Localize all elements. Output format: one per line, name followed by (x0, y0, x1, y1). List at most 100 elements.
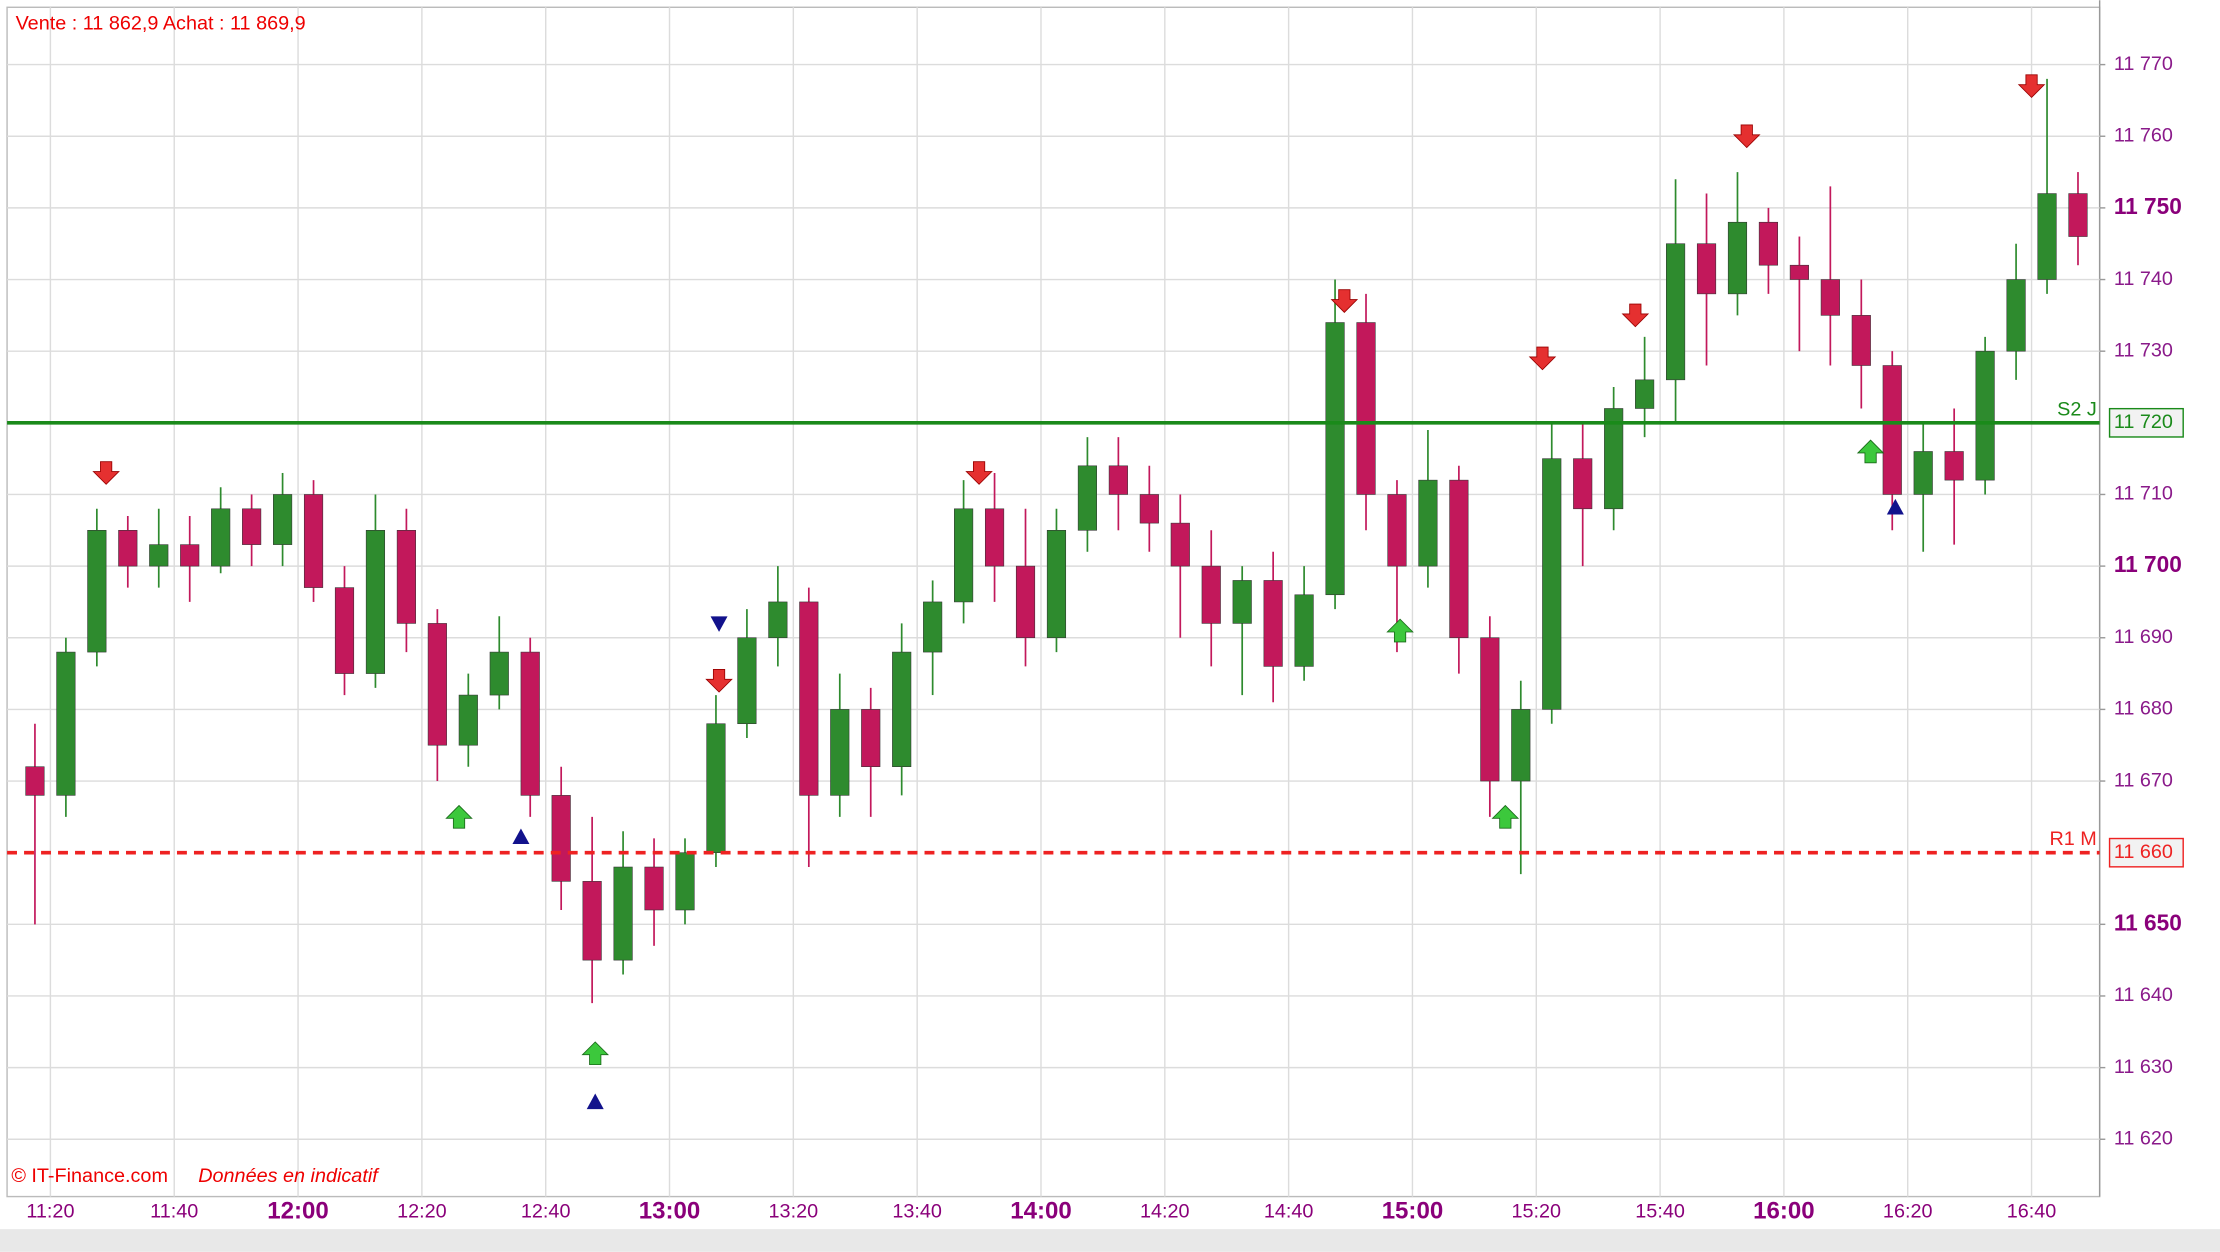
candle-body (180, 544, 200, 567)
candle-body (1077, 465, 1097, 531)
candle-body (1387, 494, 1407, 567)
candle-body (1882, 365, 1902, 495)
candle-body (1665, 243, 1686, 381)
candle-body (365, 530, 386, 674)
x-tick-label: 14:20 (1140, 1200, 1190, 1222)
candle-body (1913, 451, 1933, 495)
x-tick-label: 15:20 (1511, 1200, 1561, 1222)
x-tick-label: 12:40 (521, 1200, 571, 1222)
x-tick-label: 13:40 (892, 1200, 942, 1222)
candle-body (675, 852, 695, 911)
level-name: R1 M (2049, 828, 2096, 850)
candle-body (2037, 193, 2057, 280)
x-tick-label: 11:20 (26, 1200, 74, 1222)
toolbar (0, 1229, 2220, 1252)
x-tick-label: 16:00 (1753, 1198, 1815, 1225)
signal-sell (1732, 124, 1761, 149)
candle-body (1201, 565, 1221, 624)
level-label: 11 720 (2114, 411, 2173, 433)
y-tick-label: 11 630 (2114, 1056, 2173, 1078)
candle-body (520, 651, 540, 796)
y-tick-label: 11 670 (2114, 769, 2173, 791)
candle-body (87, 530, 107, 653)
candle-body (737, 637, 757, 725)
candle-body (1108, 465, 1128, 495)
candle-body (211, 508, 231, 567)
y-tick-label: 11 620 (2114, 1127, 2173, 1149)
candle-body (1480, 637, 1500, 782)
y-tick-label: 11 740 (2114, 268, 2173, 290)
candle-body (2068, 193, 2088, 237)
candle-body (1635, 379, 1655, 409)
signal-sell (965, 461, 993, 485)
level-box (2108, 837, 2184, 868)
x-tick-label: 13:00 (639, 1198, 701, 1225)
x-tick-label: 12:00 (267, 1198, 329, 1225)
candle-body (1232, 580, 1252, 624)
candle-body (1696, 243, 1717, 295)
candle-body (861, 709, 881, 767)
candle-body (954, 508, 974, 603)
signal-buy (445, 804, 473, 829)
candle-body (1015, 565, 1036, 639)
candle-body (1139, 494, 1159, 524)
candle-body (396, 530, 416, 624)
candle-body (458, 694, 478, 746)
candle-body (489, 651, 509, 696)
signal-sell (1528, 346, 1557, 371)
candle-body (1944, 451, 1964, 481)
x-tick-label: 15:40 (1635, 1200, 1685, 1222)
y-tick-label: 11 760 (2114, 124, 2173, 146)
candle-body (1294, 594, 1314, 667)
candle-body (334, 587, 355, 674)
candle-body (1851, 315, 1871, 366)
y-tick-label: 11 650 (2114, 909, 2182, 935)
candle-body (582, 881, 602, 961)
candle-body (2006, 279, 2026, 352)
candle-body (1263, 580, 1283, 667)
y-tick-label: 11 730 (2114, 339, 2173, 361)
candle-body (1356, 322, 1376, 495)
y-tick-label: 11 700 (2114, 551, 2182, 577)
copyright: © IT-Finance.com (11, 1165, 168, 1187)
candle-body (984, 508, 1005, 567)
candle-body (149, 544, 169, 567)
x-tick-label: 14:00 (1010, 1198, 1072, 1225)
x-tick-label: 15:00 (1382, 1198, 1444, 1225)
candle-body (1727, 221, 1748, 295)
candle-body (303, 494, 324, 588)
candle-body (830, 709, 850, 796)
signal-buy (1491, 804, 1520, 829)
signal-up (586, 1093, 604, 1110)
grid (7, 7, 2100, 1197)
candle-body (1573, 458, 1593, 510)
level-box (2108, 407, 2184, 438)
candle-body (706, 723, 726, 853)
signal-buy (1386, 618, 1414, 643)
y-tick-label: 11 770 (2114, 53, 2173, 75)
candle-body (644, 866, 664, 911)
y-tick-label: 11 750 (2114, 193, 2182, 219)
x-tick-label: 13:20 (769, 1200, 819, 1222)
disclaimer: Données en indicatif (198, 1165, 380, 1187)
candle-body (1325, 322, 1345, 596)
x-tick-label: 11:40 (150, 1200, 198, 1222)
level-label: 11 660 (2114, 841, 2173, 863)
signal-buy (1856, 439, 1885, 464)
signal-up (512, 828, 530, 845)
candle-body (427, 623, 447, 746)
level-name: S2 J (2057, 398, 2097, 420)
candle-body (56, 651, 76, 796)
marks (25, 78, 2088, 1004)
candle-body (892, 651, 912, 767)
candle-body (1604, 408, 1624, 510)
candle-body (1758, 221, 1779, 266)
candle-body (1418, 479, 1438, 567)
candle-body (1820, 279, 1840, 316)
candle-body (242, 508, 262, 545)
x-tick-label: 12:20 (397, 1200, 447, 1222)
signal-sell (2017, 74, 2046, 99)
candle-body (1975, 350, 1995, 481)
